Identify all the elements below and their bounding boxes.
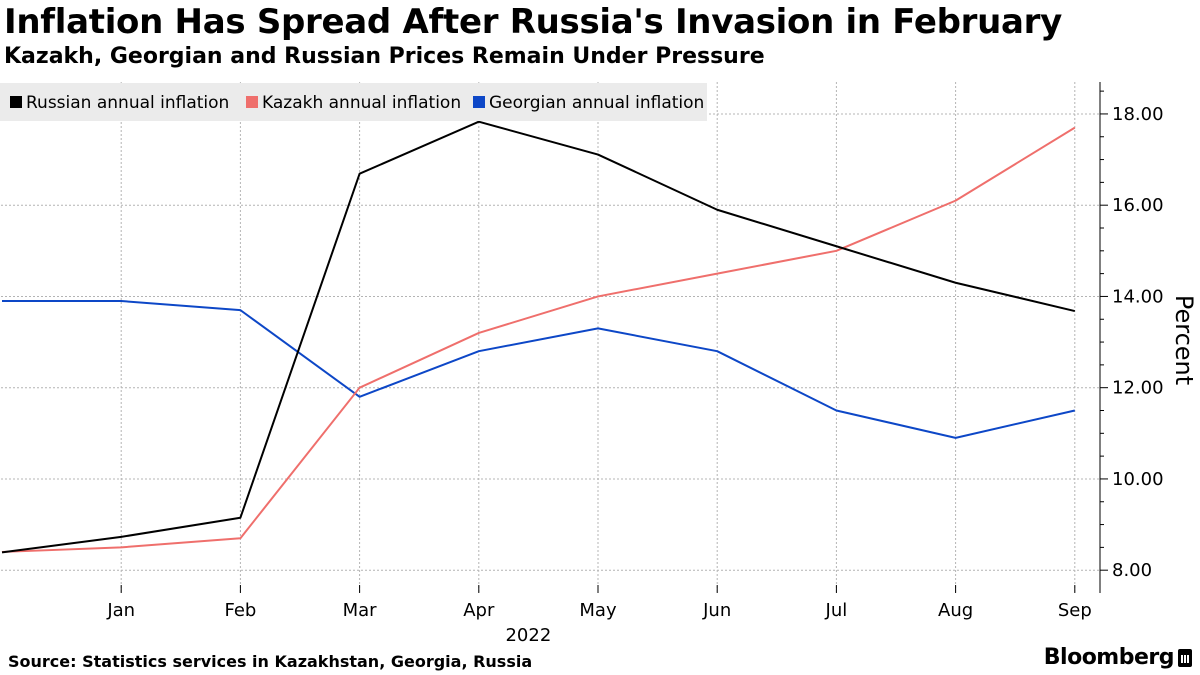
legend-label: Georgian annual inflation	[489, 93, 704, 113]
y-tick-label: 8.00	[1112, 560, 1152, 581]
y-tick-label: 18.00	[1112, 104, 1164, 125]
bloomberg-logo: Bloomberg	[1044, 645, 1192, 670]
series-line-3	[2, 300, 1076, 439]
chart-subtitle: Kazakh, Georgian and Russian Prices Rema…	[4, 44, 765, 69]
legend-label: Russian annual inflation	[26, 93, 229, 113]
y-axis-label: Percent	[1170, 295, 1198, 385]
legend-swatch	[473, 96, 485, 108]
x-tick-label: Jun	[702, 600, 731, 621]
terminal-icon	[1178, 648, 1192, 667]
series-line-1	[1, 120, 1076, 554]
y-tick-label: 12.00	[1112, 378, 1164, 399]
legend-background	[0, 83, 707, 121]
source-note: Source: Statistics services in Kazakhsta…	[8, 652, 533, 671]
chart-title: Inflation Has Spread After Russia's Inva…	[4, 2, 1063, 42]
brand-name: Bloomberg	[1043, 645, 1175, 670]
x-tick-label: May	[579, 600, 617, 621]
legend-swatch	[246, 96, 258, 108]
y-tick-label: 14.00	[1112, 286, 1164, 307]
x-tick-label: Jan	[106, 600, 135, 621]
x-group-label: 2022	[505, 625, 551, 646]
y-axis: 8.00 10.00 12.00 14.00 16.00 18.00	[1099, 82, 1164, 593]
y-tick-label: 16.00	[1112, 195, 1164, 216]
x-axis: Jan Feb Mar Apr May Jun Jul Aug Sep 2022	[106, 585, 1092, 646]
x-tick-label: Aug	[938, 600, 973, 621]
series-line-2	[1, 126, 1076, 553]
series-lines	[1, 120, 1076, 554]
x-tick-label: Sep	[1058, 600, 1092, 621]
x-tick-label: Mar	[343, 600, 378, 621]
legend-label: Kazakh annual inflation	[262, 93, 461, 113]
x-tick-label: Apr	[463, 600, 495, 621]
legend: Russian annual inflation Kazakh annual in…	[0, 83, 707, 121]
x-tick-label: Feb	[224, 600, 256, 621]
legend-swatch	[10, 96, 22, 108]
x-tick-label: Jul	[825, 600, 848, 621]
y-tick-label: 10.00	[1112, 469, 1164, 490]
